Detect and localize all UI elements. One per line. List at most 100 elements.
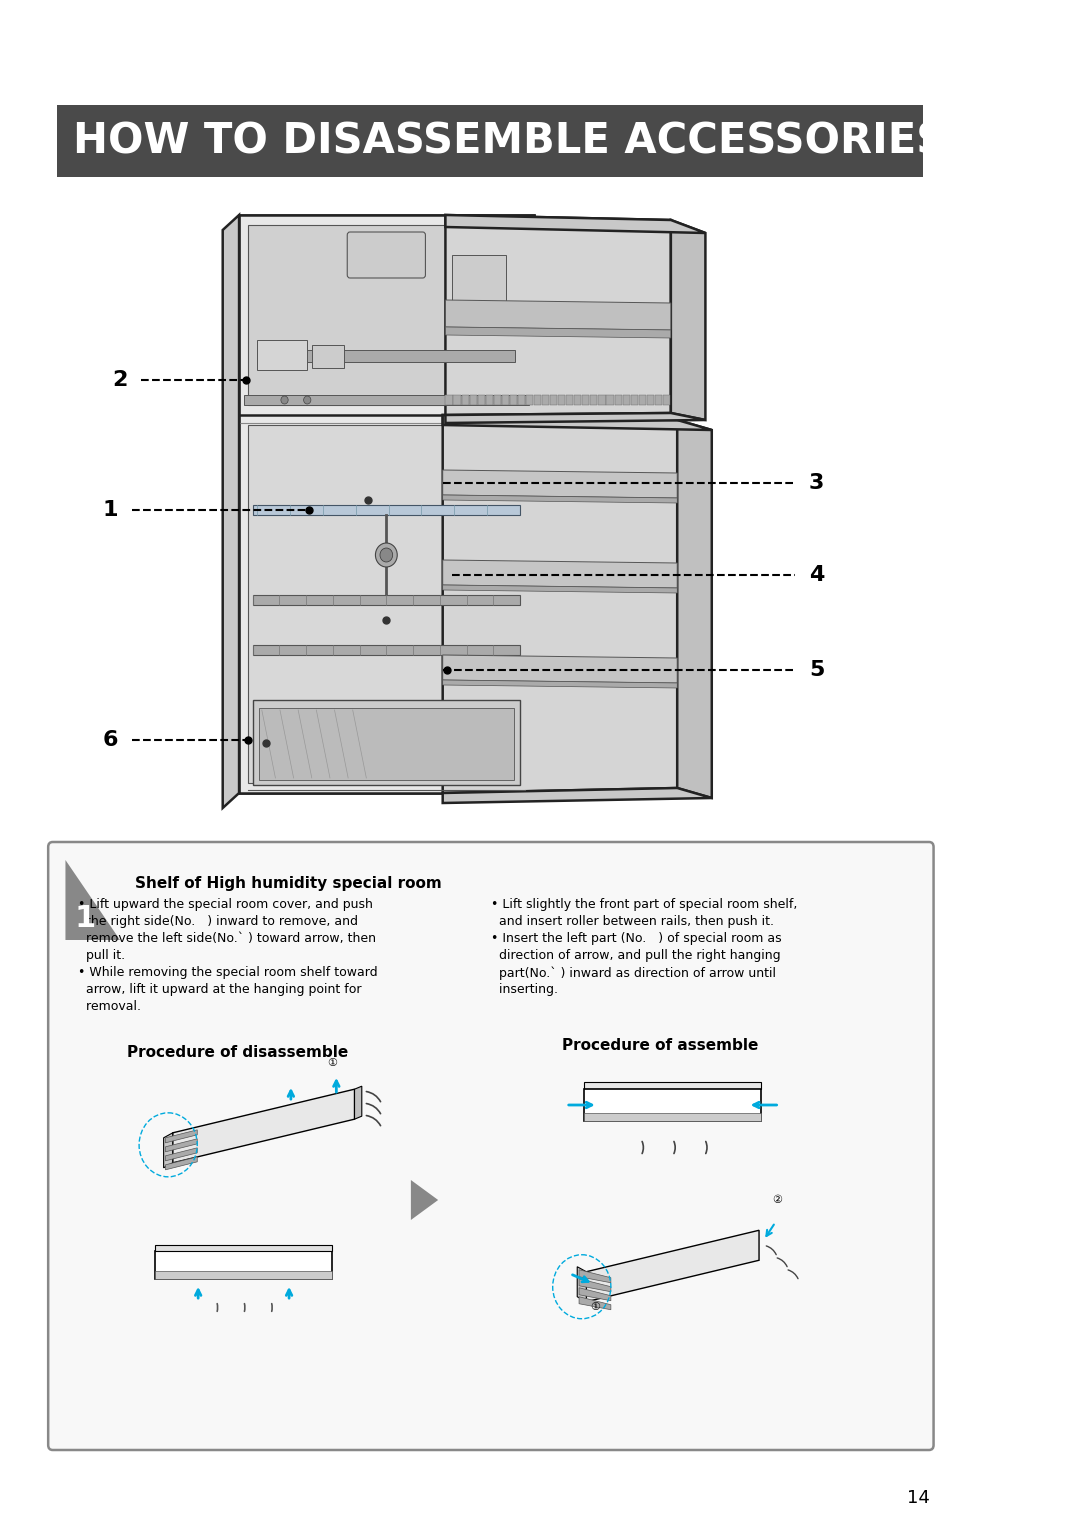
Polygon shape <box>156 1251 333 1279</box>
Polygon shape <box>443 416 677 793</box>
Text: 1: 1 <box>103 500 118 520</box>
Polygon shape <box>222 215 239 808</box>
Text: ②: ② <box>772 1195 782 1206</box>
FancyBboxPatch shape <box>615 396 622 405</box>
Polygon shape <box>248 225 525 405</box>
Circle shape <box>281 396 288 403</box>
FancyBboxPatch shape <box>575 396 581 405</box>
Polygon shape <box>579 1288 611 1300</box>
Polygon shape <box>248 425 525 782</box>
Polygon shape <box>164 1132 173 1167</box>
Polygon shape <box>445 413 705 423</box>
Polygon shape <box>239 215 534 793</box>
Polygon shape <box>584 1089 761 1122</box>
FancyBboxPatch shape <box>607 396 613 405</box>
Polygon shape <box>443 495 677 503</box>
Polygon shape <box>445 299 671 330</box>
Polygon shape <box>584 1082 761 1089</box>
FancyBboxPatch shape <box>598 396 606 405</box>
FancyBboxPatch shape <box>57 105 922 177</box>
Text: • While removing the special room shelf toward: • While removing the special room shelf … <box>78 966 378 979</box>
Text: 1: 1 <box>75 903 96 932</box>
Polygon shape <box>244 396 529 405</box>
Polygon shape <box>257 341 307 370</box>
Polygon shape <box>354 1086 362 1118</box>
Text: and insert roller between rails, then push it.: and insert roller between rails, then pu… <box>491 915 774 927</box>
FancyBboxPatch shape <box>477 396 485 405</box>
Text: 5: 5 <box>809 660 824 680</box>
Text: part(No.` ) inward as direction of arrow until: part(No.` ) inward as direction of arrow… <box>491 966 775 979</box>
Polygon shape <box>579 1279 611 1291</box>
Text: • Insert the left part (No.   ) of special room as: • Insert the left part (No. ) of special… <box>491 932 782 944</box>
Text: HOW TO DISASSEMBLE ACCESSORIES: HOW TO DISASSEMBLE ACCESSORIES <box>72 121 946 162</box>
FancyBboxPatch shape <box>486 396 492 405</box>
FancyBboxPatch shape <box>647 396 653 405</box>
Circle shape <box>380 549 393 562</box>
Polygon shape <box>66 860 120 940</box>
Polygon shape <box>443 788 712 804</box>
Polygon shape <box>445 215 671 416</box>
Polygon shape <box>443 471 677 498</box>
FancyBboxPatch shape <box>534 396 541 405</box>
FancyBboxPatch shape <box>631 396 638 405</box>
Text: Procedure of assemble: Procedure of assemble <box>562 1038 758 1053</box>
Polygon shape <box>257 350 515 362</box>
FancyBboxPatch shape <box>591 396 597 405</box>
Polygon shape <box>253 700 519 785</box>
Text: Shelf of High humidity special room: Shelf of High humidity special room <box>135 876 442 891</box>
Polygon shape <box>259 707 514 779</box>
Polygon shape <box>312 345 343 368</box>
Polygon shape <box>677 420 712 798</box>
FancyBboxPatch shape <box>454 396 460 405</box>
FancyBboxPatch shape <box>494 396 501 405</box>
FancyBboxPatch shape <box>622 396 630 405</box>
Polygon shape <box>579 1297 611 1309</box>
Text: removal.: removal. <box>78 999 141 1013</box>
Polygon shape <box>445 215 705 232</box>
Polygon shape <box>443 416 712 429</box>
Text: 6: 6 <box>103 730 118 750</box>
FancyBboxPatch shape <box>49 842 933 1450</box>
Polygon shape <box>173 1089 354 1163</box>
Polygon shape <box>443 559 677 588</box>
Polygon shape <box>165 1148 198 1161</box>
Polygon shape <box>671 220 705 420</box>
Polygon shape <box>156 1245 333 1251</box>
FancyBboxPatch shape <box>239 215 534 793</box>
Text: 4: 4 <box>809 565 824 585</box>
FancyBboxPatch shape <box>566 396 573 405</box>
FancyBboxPatch shape <box>348 232 426 278</box>
Text: ①: ① <box>327 1057 337 1068</box>
Polygon shape <box>443 585 677 593</box>
Polygon shape <box>253 645 519 656</box>
FancyBboxPatch shape <box>542 396 550 405</box>
Text: arrow, lift it upward at the hanging point for: arrow, lift it upward at the hanging poi… <box>78 983 362 996</box>
Circle shape <box>376 542 397 567</box>
Polygon shape <box>577 1267 586 1302</box>
FancyBboxPatch shape <box>526 396 534 405</box>
Polygon shape <box>253 594 519 605</box>
Polygon shape <box>584 1112 761 1122</box>
FancyBboxPatch shape <box>638 396 646 405</box>
Polygon shape <box>165 1138 198 1152</box>
FancyBboxPatch shape <box>518 396 525 405</box>
Text: 2: 2 <box>112 370 127 390</box>
FancyBboxPatch shape <box>663 396 670 405</box>
Polygon shape <box>410 1180 438 1219</box>
FancyBboxPatch shape <box>461 396 469 405</box>
Text: Procedure of disassemble: Procedure of disassemble <box>127 1045 349 1060</box>
Polygon shape <box>451 255 507 306</box>
Text: 14: 14 <box>907 1488 930 1507</box>
Polygon shape <box>445 327 671 338</box>
Text: inserting.: inserting. <box>491 983 558 996</box>
Polygon shape <box>579 1270 611 1282</box>
FancyBboxPatch shape <box>550 396 557 405</box>
FancyBboxPatch shape <box>558 396 565 405</box>
Text: direction of arrow, and pull the right hanging: direction of arrow, and pull the right h… <box>491 949 781 963</box>
Polygon shape <box>165 1157 198 1170</box>
Text: the right side(No.   ) inward to remove, and: the right side(No. ) inward to remove, a… <box>78 915 359 927</box>
Polygon shape <box>443 680 677 688</box>
Polygon shape <box>253 504 519 515</box>
FancyBboxPatch shape <box>582 396 590 405</box>
Polygon shape <box>165 1129 198 1143</box>
